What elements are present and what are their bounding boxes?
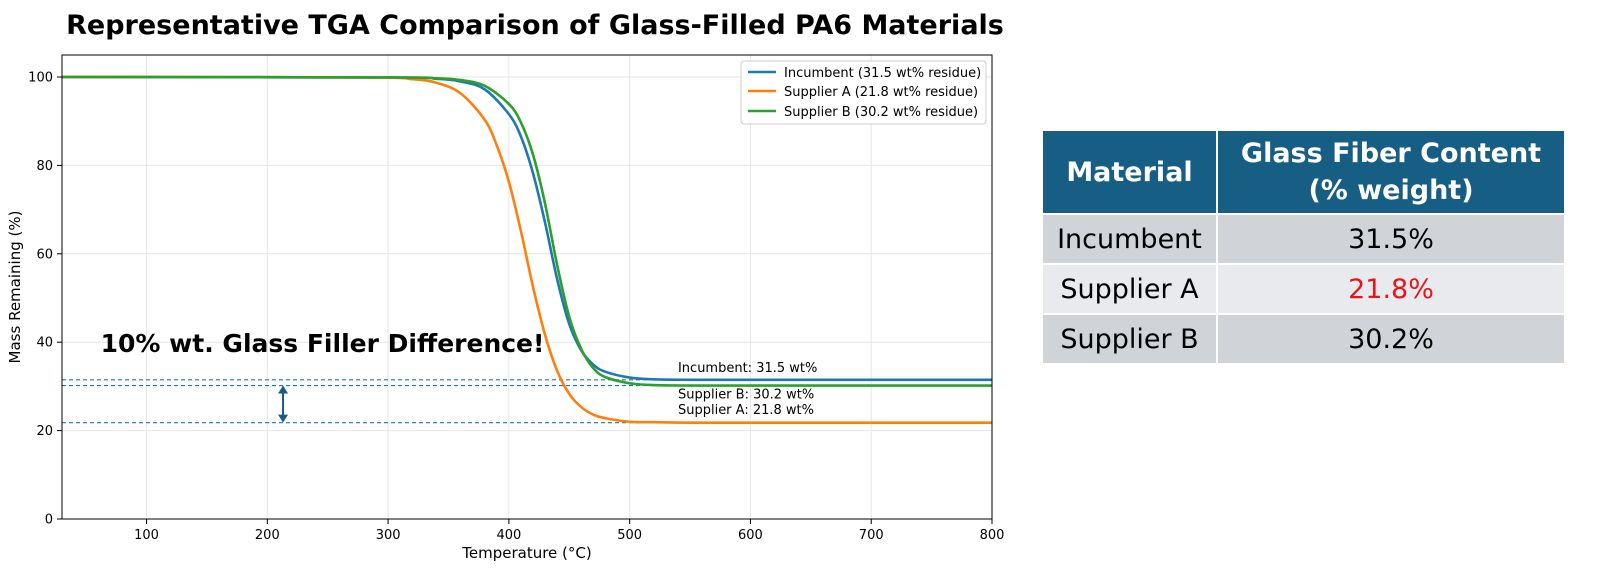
x-tick-label: 100 — [134, 528, 159, 543]
table-row: Supplier B 30.2% — [1041, 313, 1566, 365]
end-label: Supplier A: 21.8 wt% — [678, 403, 814, 418]
series-line-2 — [61, 75, 992, 387]
end-label: Incumbent: 31.5 wt% — [678, 361, 817, 376]
x-tick-label: 800 — [980, 528, 1005, 543]
x-tick-label: 400 — [496, 528, 521, 543]
table-row: Incumbent 31.5% — [1041, 213, 1566, 265]
difference-arrow-head-up — [278, 385, 289, 394]
table-row: Supplier A 21.8% — [1041, 263, 1566, 315]
fiber-value-cell-highlight: 21.8% — [1216, 263, 1566, 315]
fiber-value-cell: 31.5% — [1216, 213, 1566, 265]
difference-arrow-head-down — [278, 414, 289, 423]
header-material: Material — [1041, 129, 1218, 215]
table-header-row: Material Glass Fiber Content (% weight) — [1041, 129, 1566, 215]
y-tick-label: 60 — [36, 247, 53, 262]
legend-label-incumbent: Incumbent (31.5 wt% residue) — [784, 66, 981, 81]
x-axis-label: Temperature (°C) — [461, 544, 591, 562]
legend-label-supplier-b: Supplier B (30.2 wt% residue) — [784, 105, 978, 120]
y-tick-label: 20 — [36, 424, 53, 439]
x-tick-label: 600 — [738, 528, 763, 543]
x-tick-label: 200 — [255, 528, 280, 543]
material-cell: Supplier A — [1041, 263, 1218, 315]
tga-chart: 100 200 300 400 500 600 700 800 0 20 40 60 80 100 Inc… — [6, 54, 1004, 562]
series-line-1 — [61, 75, 992, 424]
legend-box — [740, 60, 987, 125]
legend: Incumbent (31.5 wt% residue) Supplier A … — [740, 60, 987, 125]
grid-layer — [62, 55, 993, 520]
legend-label-supplier-a: Supplier A (21.8 wt% residue) — [784, 85, 978, 100]
annotation-layer: Incumbent: 31.5 wt% Supplier B: 30.2 wt%S… — [101, 329, 817, 423]
y-axis-label: Mass Remaining (%) — [6, 211, 24, 364]
material-cell: Supplier B — [1041, 313, 1218, 365]
header-glass-fiber-content: Glass Fiber Content (% weight) — [1216, 129, 1566, 215]
reference-lines — [62, 379, 992, 424]
x-tick-label: 500 — [617, 528, 642, 543]
y-tick-label: 80 — [36, 159, 53, 174]
y-tick-label: 100 — [28, 71, 53, 86]
difference-callout: 10% wt. Glass Filler Difference! — [101, 329, 545, 358]
y-tick-label: 40 — [36, 336, 53, 351]
chart-title: Representative TGA Comparison of Glass-F… — [66, 10, 1004, 41]
x-tick-label: 700 — [859, 528, 884, 543]
x-tick-label: 300 — [376, 528, 401, 543]
material-cell: Incumbent — [1041, 213, 1218, 265]
glass-fiber-table: Material Glass Fiber Content (% weight) … — [1041, 129, 1566, 365]
header-glass-fiber-content-label: Glass Fiber Content (% weight) — [1240, 138, 1542, 206]
fiber-value-cell: 30.2% — [1216, 313, 1566, 365]
y-tick-label: 0 — [45, 513, 53, 528]
series-layer — [61, 75, 992, 424]
plot-frame — [61, 54, 993, 520]
tick-layer: 100 200 300 400 500 600 700 800 0 20 40 60 80 100 — [28, 71, 1004, 544]
end-label: Supplier B: 30.2 wt% — [678, 387, 814, 402]
